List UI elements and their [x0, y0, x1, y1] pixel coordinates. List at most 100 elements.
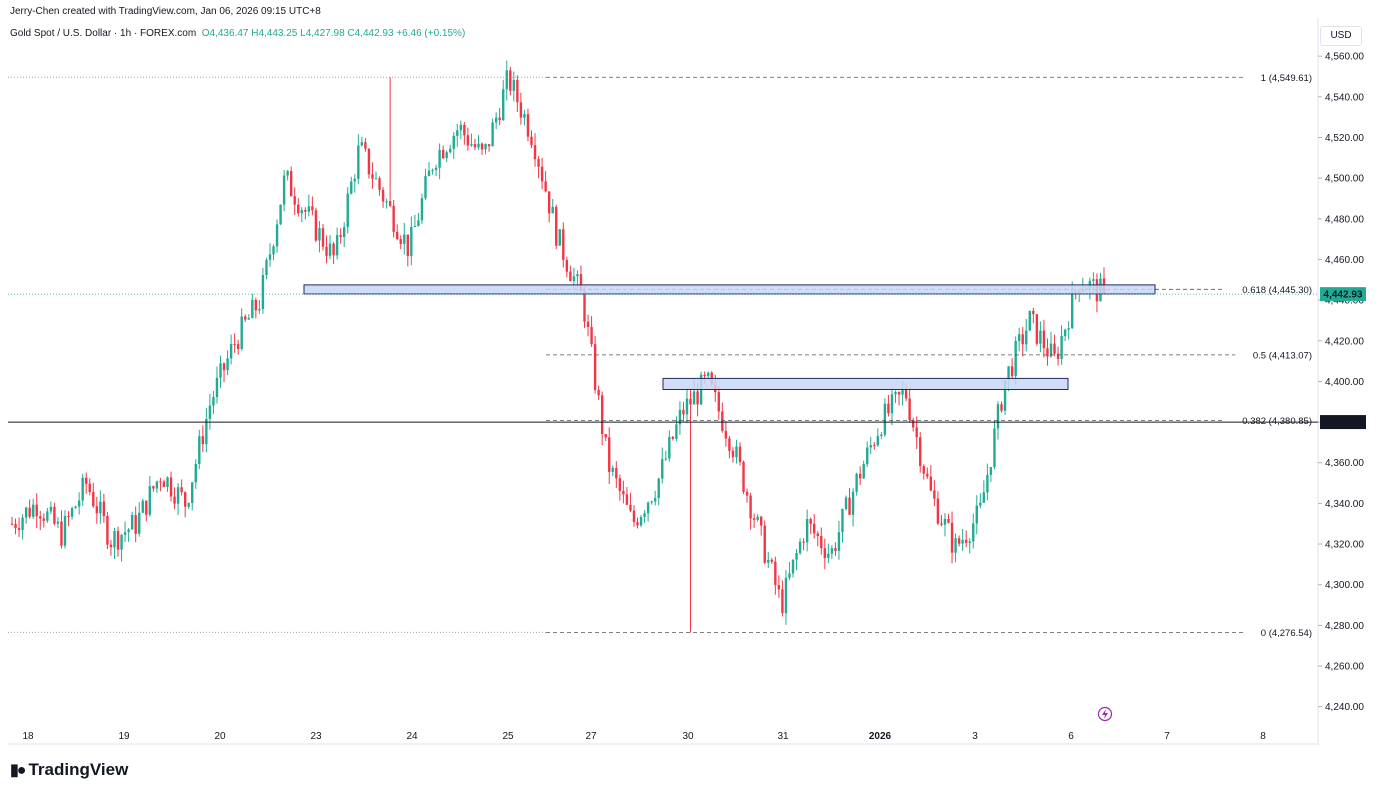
x-tick-label: 7	[1164, 731, 1170, 742]
candle-body	[304, 210, 307, 212]
horizontal-line-label: 4,380.00	[1324, 418, 1363, 429]
candle-body	[972, 523, 975, 542]
candle-body	[1021, 334, 1024, 345]
candle-body	[169, 477, 173, 497]
candle-body	[106, 515, 109, 545]
y-tick-label: 4,500.00	[1325, 174, 1364, 185]
candle-body	[396, 231, 399, 240]
candle-body	[258, 309, 261, 311]
last-price-label: 4,442.93	[1324, 290, 1363, 301]
x-tick-label: 24	[406, 731, 418, 742]
candle-body	[342, 227, 346, 237]
candle-body	[600, 395, 604, 435]
candle-body	[113, 531, 116, 548]
candle-body	[456, 130, 459, 136]
fib-label-bg	[1245, 71, 1312, 83]
candle-body	[848, 497, 851, 515]
candle-body	[371, 174, 374, 179]
candle-body	[374, 178, 378, 180]
candle-body	[834, 548, 837, 551]
candle-body	[767, 559, 770, 563]
candle-body	[484, 144, 487, 150]
currency-button[interactable]: USD	[1320, 26, 1362, 46]
candle-body	[675, 424, 678, 439]
candle-body	[233, 344, 236, 346]
candle-body	[855, 473, 858, 492]
candle-body	[145, 500, 148, 515]
candle-body	[890, 394, 894, 414]
y-tick-label: 4,560.00	[1325, 52, 1364, 63]
candle-body	[14, 523, 17, 529]
candle-body	[784, 577, 788, 614]
tradingview-logo[interactable]: ▮● TradingView	[10, 760, 128, 780]
candle-body	[586, 321, 590, 327]
candle-body	[431, 170, 434, 172]
candle-body	[166, 477, 169, 487]
candle-body	[717, 392, 720, 412]
candle-body	[901, 390, 904, 395]
candle-body	[1092, 279, 1095, 281]
candle-body	[194, 463, 197, 483]
candle-body	[480, 143, 484, 150]
candle-body	[1028, 310, 1031, 331]
candle-body	[830, 548, 834, 554]
candle-body	[208, 405, 212, 419]
candle-body	[622, 490, 625, 495]
candle-body	[523, 114, 526, 118]
candle-body	[381, 189, 385, 202]
candle-body	[1070, 291, 1074, 329]
candle-body	[286, 171, 289, 176]
y-tick-label: 4,360.00	[1325, 458, 1364, 469]
candle-body	[809, 518, 812, 524]
candle-body	[127, 529, 130, 533]
candle-body	[632, 510, 636, 523]
candle-body	[63, 516, 67, 546]
x-tick-label: 31	[777, 731, 789, 742]
candle-body	[866, 447, 869, 465]
x-tick-label: 2026	[869, 731, 892, 742]
candle-body	[791, 559, 795, 574]
candle-body	[325, 246, 328, 256]
candle-body	[138, 512, 141, 534]
candle-body	[880, 434, 883, 436]
candle-body	[968, 541, 971, 543]
ohlc-values: O4,436.47 H4,443.25 L4,427.98 C4,442.93 …	[201, 28, 466, 39]
candle-body	[70, 508, 74, 517]
candle-body	[406, 234, 410, 257]
candle-body	[643, 513, 646, 517]
candle-body	[579, 274, 583, 291]
candle-body	[738, 446, 742, 463]
candle-body	[558, 229, 561, 246]
candle-body	[261, 275, 265, 310]
candle-body	[964, 539, 968, 543]
resistance-zone	[303, 284, 1156, 295]
candle-body	[950, 522, 954, 553]
candle-body	[982, 492, 986, 503]
candle-body	[802, 541, 805, 543]
candle-body	[749, 495, 752, 519]
candle-body	[943, 519, 947, 525]
candle-body	[671, 436, 675, 439]
candle-body	[1000, 404, 1003, 411]
candle-body	[487, 144, 491, 147]
candle-body	[74, 506, 77, 509]
candle-body	[491, 122, 494, 147]
candle-body	[629, 504, 632, 511]
candle-body	[247, 317, 250, 320]
candle-body	[152, 486, 155, 489]
candle-body	[85, 477, 88, 484]
candle-body	[1063, 329, 1067, 337]
candle-body	[183, 492, 187, 507]
candle-body	[95, 506, 99, 514]
candle-body	[123, 532, 127, 535]
x-tick-label: 20	[214, 731, 226, 742]
candle-body	[254, 299, 258, 311]
candle-body	[346, 193, 349, 228]
candle-body	[367, 148, 371, 175]
candle-body	[357, 145, 360, 179]
fib-label-bg	[1224, 414, 1312, 426]
candle-body	[1014, 340, 1017, 377]
candle-body	[1039, 330, 1042, 344]
lightning-icon	[1097, 706, 1113, 722]
